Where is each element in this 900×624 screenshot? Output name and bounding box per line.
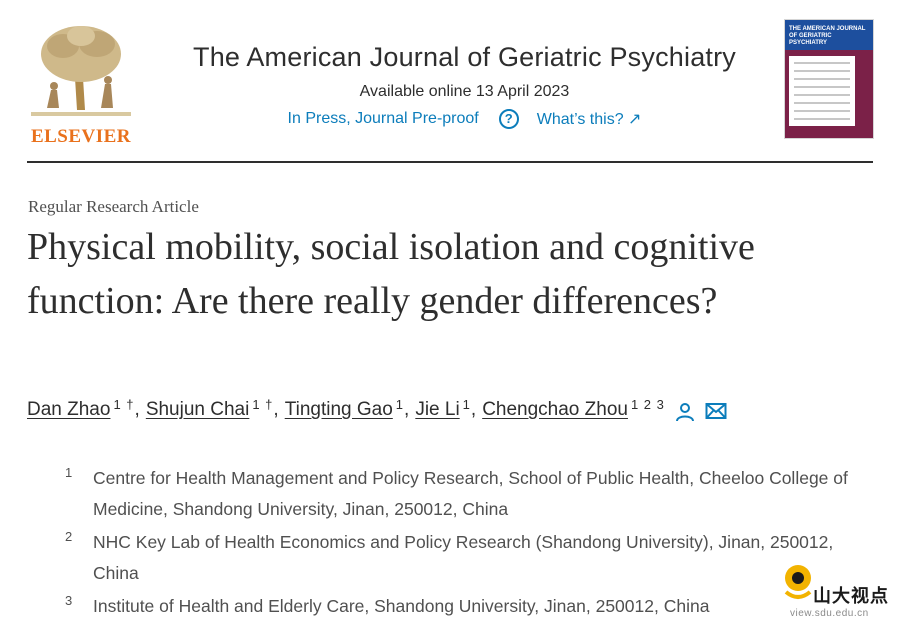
- cover-header-band: [785, 20, 873, 50]
- watermark: 山大视点 view.sdu.edu.cn: [780, 562, 900, 624]
- affiliation-text: Centre for Health Management and Policy …: [93, 468, 848, 519]
- affiliation-number: 2: [65, 529, 73, 544]
- author-name[interactable]: Shujun Chai: [145, 399, 250, 420]
- cover-contents-panel: [789, 56, 855, 126]
- author-item[interactable]: Jie Li 1: [415, 397, 471, 421]
- affiliation-text: Institute of Health and Elderly Care, Sh…: [93, 596, 710, 616]
- elsevier-tree-logo: [31, 26, 131, 116]
- journal-cover-thumbnail[interactable]: THE AMERICAN JOURNAL OF GERIATRIC PSYCHI…: [785, 20, 873, 138]
- affiliation-text: NHC Key Lab of Health Economics and Poli…: [93, 532, 834, 583]
- watermark-logo-icon: [784, 565, 812, 599]
- affiliation-item: 1 Centre for Health Management and Polic…: [65, 463, 855, 525]
- author-item[interactable]: Dan Zhao 1 †: [27, 397, 135, 421]
- mail-icon[interactable]: [705, 402, 727, 420]
- author-affiliation-marks: 1 †: [252, 397, 274, 412]
- author-name[interactable]: Chengchao Zhou: [482, 399, 628, 420]
- cover-title: THE AMERICAN JOURNAL OF GERIATRIC PSYCHI…: [789, 26, 866, 46]
- journal-info: The American Journal of Geriatric Psychi…: [157, 42, 772, 129]
- article-status: In Press, Journal Pre-proof: [287, 110, 479, 127]
- watermark-url: view.sdu.edu.cn: [790, 608, 869, 619]
- elsevier-logo[interactable]: ELSEVIER: [27, 20, 135, 147]
- article-title: Physical mobility, social isolation and …: [27, 226, 755, 322]
- available-online-date: Available online 13 April 2023: [359, 83, 570, 100]
- author-name[interactable]: Dan Zhao: [27, 399, 111, 420]
- watermark-text: 山大视点: [813, 586, 889, 606]
- author-affiliation-marks: 1 †: [113, 397, 135, 412]
- author-name[interactable]: Tingting Gao: [284, 399, 393, 420]
- author-list: Dan Zhao 1 † , Shujun Chai 1 † , Tingtin…: [27, 397, 873, 422]
- journal-title[interactable]: The American Journal of Geriatric Psychi…: [193, 42, 736, 72]
- elsevier-wordmark: ELSEVIER: [30, 126, 132, 147]
- author-name[interactable]: Jie Li: [415, 399, 460, 420]
- whats-this-link[interactable]: What’s this? ↗: [536, 111, 642, 128]
- author-affiliation-marks: 1 2 3: [630, 397, 665, 412]
- affiliation-number: 3: [65, 593, 73, 608]
- article-type: Regular Research Article: [28, 197, 199, 216]
- affiliation-number: 1: [65, 465, 73, 480]
- author-item[interactable]: Chengchao Zhou 1 2 3: [482, 397, 665, 421]
- affiliation-item: 3 Institute of Health and Elderly Care, …: [65, 591, 855, 622]
- affiliation-item: 2 NHC Key Lab of Health Economics and Po…: [65, 527, 855, 589]
- help-icon[interactable]: ?: [498, 109, 519, 129]
- person-icon[interactable]: [675, 402, 695, 422]
- header-divider: [27, 161, 873, 163]
- article-header: ELSEVIER The American Journal of Geriatr…: [27, 14, 873, 162]
- status-row: In Press, Journal Pre-proof ? What’s thi…: [157, 109, 772, 129]
- affiliation-list: 1 Centre for Health Management and Polic…: [65, 463, 855, 624]
- author-item[interactable]: Shujun Chai 1 †: [145, 397, 274, 421]
- author-item[interactable]: Tingting Gao 1: [284, 397, 405, 421]
- author-affiliation-marks: 1: [462, 397, 471, 412]
- author-affiliation-marks: 1: [395, 397, 405, 412]
